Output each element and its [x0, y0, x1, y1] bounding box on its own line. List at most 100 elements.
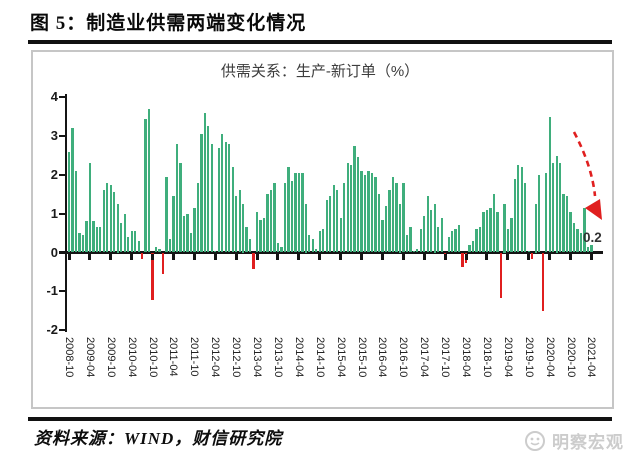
annotation-value: 0.2: [583, 230, 602, 245]
bar: [147, 108, 151, 253]
bar: [527, 250, 530, 253]
bar: [447, 236, 450, 253]
bar: [534, 204, 537, 253]
y-tick: [59, 328, 65, 332]
title-divider: [28, 40, 612, 44]
bar: [569, 211, 572, 253]
x-tick: [380, 253, 384, 260]
bar: [255, 211, 259, 253]
x-tick-label: 2009-10: [104, 337, 117, 378]
bar: [120, 223, 123, 253]
bar: [113, 192, 116, 253]
bar: [325, 200, 328, 253]
x-tick: [589, 253, 593, 260]
footer-divider: [28, 417, 612, 421]
bar: [538, 174, 541, 253]
bar: [252, 253, 255, 269]
bar: [214, 250, 217, 253]
bar: [189, 233, 193, 253]
bar: [238, 190, 241, 253]
bar: [154, 246, 158, 253]
bar: [423, 215, 426, 253]
y-tick: [59, 212, 65, 215]
bar: [565, 196, 569, 253]
bar: [496, 211, 499, 253]
bar: [210, 143, 213, 253]
x-tick-label: 2018-04: [460, 337, 473, 378]
x-tick-label: 2010-04: [125, 337, 138, 378]
x-tick-label: 2019-04: [501, 337, 514, 378]
x-tick-label: 2009-04: [83, 337, 96, 378]
x-tick-label: 2016-04: [376, 337, 389, 378]
bar: [579, 233, 583, 253]
bar: [217, 147, 220, 253]
bar: [388, 190, 391, 253]
x-tick-label: 2017-10: [439, 337, 452, 378]
x-tick: [360, 253, 364, 260]
watermark: 明察宏观: [524, 428, 624, 453]
bar: [273, 182, 276, 253]
bar: [308, 235, 311, 253]
bar: [576, 229, 579, 253]
bar: [440, 217, 443, 253]
bar: [499, 253, 503, 298]
bar: [81, 235, 85, 253]
x-tick: [339, 253, 343, 260]
bar: [165, 176, 168, 253]
y-tick-label: 2: [50, 166, 58, 182]
x-tick-label: 2019-10: [522, 337, 535, 378]
bar: [266, 194, 269, 253]
wechat-logo-icon: [525, 430, 545, 451]
bar: [412, 250, 415, 253]
bar: [517, 165, 520, 253]
bar: [510, 217, 513, 253]
bar: [349, 165, 353, 253]
bar: [353, 145, 356, 253]
bar: [224, 141, 227, 253]
bar: [454, 229, 457, 253]
y-tick-label: -1: [46, 283, 58, 299]
x-tick-label: 2021-04: [585, 337, 598, 378]
bar: [88, 163, 92, 253]
bar: [433, 204, 436, 253]
bar: [151, 253, 154, 300]
bar: [356, 157, 360, 253]
bar: [130, 231, 133, 253]
bar: [203, 112, 206, 253]
bar: [419, 229, 422, 253]
x-tick-label: 2015-10: [355, 337, 368, 378]
bar: [106, 182, 109, 253]
x-tick-label: 2018-10: [480, 337, 493, 378]
bar: [228, 143, 231, 253]
bar: [99, 227, 102, 253]
bar: [520, 167, 523, 253]
bar: [367, 171, 370, 253]
bar: [405, 235, 409, 253]
bar: [294, 172, 297, 253]
bar: [304, 204, 307, 253]
bar: [475, 229, 478, 253]
x-tick: [318, 253, 322, 260]
bar: [137, 240, 140, 253]
bar: [109, 184, 112, 253]
bar: [541, 253, 544, 312]
bar: [318, 231, 321, 253]
source-note: 资料来源：WIND，财信研究院: [34, 429, 283, 448]
x-tick: [464, 253, 468, 260]
bar: [583, 207, 586, 253]
x-tick: [422, 253, 426, 260]
bar: [262, 217, 266, 253]
bar: [590, 244, 593, 253]
bar: [457, 225, 461, 253]
bar: [67, 151, 71, 253]
bar: [374, 176, 377, 253]
bar: [329, 196, 332, 253]
bar: [531, 253, 534, 259]
bar: [506, 229, 510, 253]
bar: [336, 190, 339, 253]
bar: [489, 207, 492, 253]
bar: [461, 253, 464, 267]
x-tick: [255, 253, 259, 260]
bar: [245, 227, 248, 253]
